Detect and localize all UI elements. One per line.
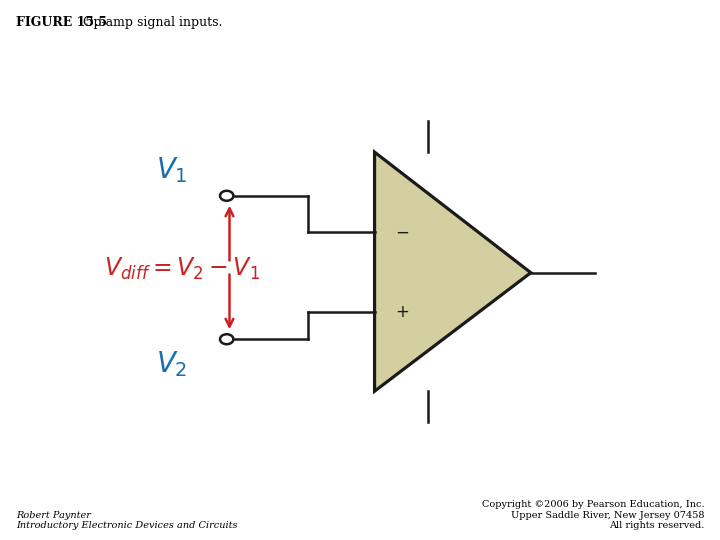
Text: Op-amp signal inputs.: Op-amp signal inputs. bbox=[83, 16, 222, 29]
Circle shape bbox=[220, 334, 233, 344]
Circle shape bbox=[220, 191, 233, 201]
Text: $\mathit{V}_2$: $\mathit{V}_2$ bbox=[156, 349, 188, 380]
Text: $+$: $+$ bbox=[395, 302, 410, 321]
Text: Copyright ©2006 by Pearson Education, Inc.
Upper Saddle River, New Jersey 07458
: Copyright ©2006 by Pearson Education, In… bbox=[482, 501, 704, 530]
Text: Robert Paynter
Introductory Electronic Devices and Circuits: Robert Paynter Introductory Electronic D… bbox=[16, 511, 238, 530]
Text: FIGURE 15.5: FIGURE 15.5 bbox=[16, 16, 107, 29]
Text: $\mathit{V}_1$: $\mathit{V}_1$ bbox=[156, 156, 188, 185]
Polygon shape bbox=[374, 152, 531, 391]
Text: $-$: $-$ bbox=[395, 223, 410, 241]
Text: $\mathit{V}_{diff} = \mathit{V}_2 - \mathit{V}_1$: $\mathit{V}_{diff} = \mathit{V}_2 - \mat… bbox=[104, 256, 260, 282]
